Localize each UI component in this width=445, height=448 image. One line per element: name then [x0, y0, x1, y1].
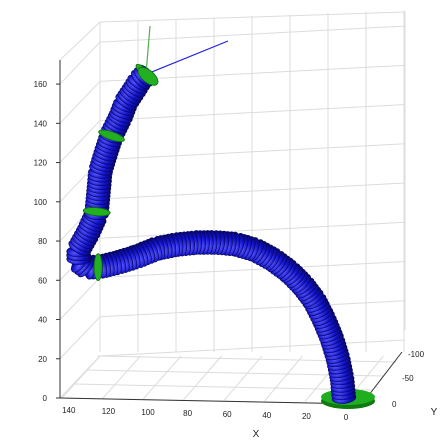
grid-line-horizontal	[99, 25, 406, 43]
grid	[59, 10, 406, 405]
grid-line-side	[59, 316, 101, 360]
grid-line-floor	[97, 355, 397, 363]
grid-line-floor	[102, 355, 141, 399]
z-tick-label: 120	[34, 159, 48, 168]
z-tick-label: 160	[34, 80, 48, 89]
x-axis-line	[59, 397, 363, 405]
z-tick-label: 100	[34, 198, 48, 207]
grid-line-horizontal	[99, 104, 406, 122]
ring-marker	[98, 129, 125, 142]
grid-line-side	[59, 120, 101, 163]
x-tick-label: 100	[141, 408, 155, 417]
y-tick-label: -50	[402, 374, 414, 383]
x-tick-label: 80	[183, 409, 192, 418]
grid-line-floor	[73, 383, 373, 391]
grid-line-floor	[61, 355, 101, 399]
grid-line-floor	[223, 355, 263, 401]
grid-line-horizontal	[99, 221, 406, 239]
tip-cap	[137, 66, 159, 86]
y-axis-label: Y	[431, 407, 438, 418]
x-tick-label: 20	[302, 412, 311, 421]
x-tick-label: 140	[62, 406, 76, 415]
grid-line-horizontal	[99, 300, 406, 318]
grid-edge-top-left	[59, 21, 101, 61]
z-tick-label: 140	[34, 119, 48, 128]
grid-line-horizontal	[99, 261, 406, 279]
z-tick-label: 60	[38, 276, 47, 285]
x-tick-label: 40	[262, 411, 271, 420]
x-axis-label: X	[253, 429, 260, 440]
x-tick-label: 60	[223, 410, 232, 419]
grid-line-side	[59, 277, 101, 320]
tip-frame-green-line	[145, 25, 151, 75]
tube-series	[66, 64, 357, 404]
grid-line-floor	[264, 355, 303, 402]
grid-line-side	[59, 80, 101, 124]
z-tick-label: 40	[38, 316, 47, 325]
y-tick-label: 0	[392, 400, 397, 409]
ring-marker	[93, 253, 103, 282]
grid-line-horizontal	[99, 182, 406, 200]
z-tick-label: 0	[43, 394, 48, 403]
y-tick-label: -100	[408, 350, 425, 359]
z-tick-label: 80	[38, 237, 47, 246]
grid-line-floor	[142, 355, 182, 400]
grid-edge-top	[99, 11, 406, 23]
tip-frame	[137, 25, 229, 86]
x-tick-label: 0	[344, 413, 349, 422]
z-tick-label: 20	[38, 355, 47, 364]
x-tick-label: 120	[102, 407, 116, 416]
tip-frame-blue-line	[145, 40, 229, 75]
tick-labels: 0 20 40 60 80 100 120 140 160 140 120 100 80 60 40 20 0 -…	[34, 80, 425, 422]
grid-line-horizontal	[99, 143, 406, 161]
grid-line-horizontal	[99, 339, 406, 357]
ring-marker	[82, 207, 111, 217]
grid-line-floor	[183, 355, 222, 401]
grid-line-side	[59, 41, 101, 85]
